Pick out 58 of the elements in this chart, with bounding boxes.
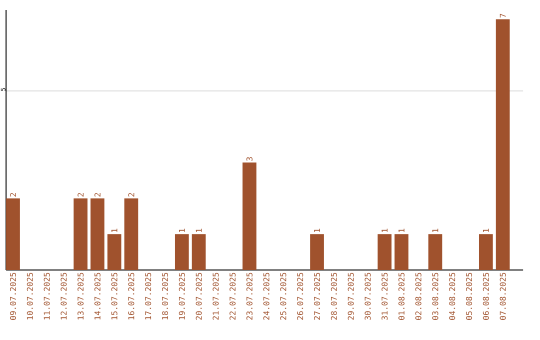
bar xyxy=(242,162,256,270)
bar xyxy=(74,198,88,270)
data-label: 1 xyxy=(178,228,185,232)
data-label: 1 xyxy=(483,228,489,232)
bar xyxy=(192,234,206,270)
data-label: 2 xyxy=(128,193,134,197)
data-label: 3 xyxy=(246,157,252,161)
x-tick-label: 01.08.2025 xyxy=(398,272,404,320)
x-tick-label: 19.07.2025 xyxy=(178,272,185,320)
x-tick-label: 10.07.2025 xyxy=(26,272,33,320)
x-tick-label: 02.08.2025 xyxy=(415,272,422,320)
data-label: 2 xyxy=(10,193,16,197)
x-tick-label: 12.07.2025 xyxy=(60,272,67,320)
x-tick-label: 16.07.2025 xyxy=(128,272,134,320)
data-label: 7 xyxy=(500,14,506,18)
x-tick-label: 06.08.2025 xyxy=(482,272,489,320)
bar xyxy=(6,198,20,270)
x-tick-label: 21.07.2025 xyxy=(212,272,219,320)
x-tick-label: 03.08.2025 xyxy=(432,272,438,320)
data-label: 2 xyxy=(94,193,100,197)
data-label: 1 xyxy=(314,228,320,232)
bar xyxy=(310,234,324,270)
bar xyxy=(107,234,122,270)
data-label: 1 xyxy=(196,228,202,232)
x-tick-label: 23.07.2025 xyxy=(246,272,252,320)
x-tick-label: 15.07.2025 xyxy=(111,272,118,320)
x-tick-label: 13.07.2025 xyxy=(78,272,84,320)
x-tick-label: 30.07.2025 xyxy=(364,272,371,320)
x-tick-label: 18.07.2025 xyxy=(162,272,168,320)
x-tick-label: 17.07.2025 xyxy=(145,272,152,320)
x-tick-label: 22.07.2025 xyxy=(230,272,236,320)
bar xyxy=(496,19,510,270)
x-tick-label: 04.08.2025 xyxy=(449,272,456,320)
x-tick-label: 07.08.2025 xyxy=(500,272,506,320)
x-tick-label: 28.07.2025 xyxy=(330,272,337,320)
data-label: 1 xyxy=(111,228,118,232)
x-tick-label: 26.07.2025 xyxy=(297,272,304,320)
data-label: 2 xyxy=(78,193,84,197)
x-tick-label: 25.07.2025 xyxy=(280,272,286,320)
x-tick-label: 11.07.2025 xyxy=(44,272,50,320)
x-tick-label: 05.08.2025 xyxy=(466,272,472,320)
data-label: 1 xyxy=(398,228,404,232)
bar xyxy=(378,234,392,270)
bar xyxy=(479,234,493,270)
bar xyxy=(124,198,138,270)
data-label: 1 xyxy=(382,228,388,232)
bar xyxy=(394,234,408,270)
bar xyxy=(174,234,189,270)
x-tick-label: 24.07.2025 xyxy=(263,272,270,320)
bar xyxy=(90,198,104,270)
data-label: 1 xyxy=(432,228,438,232)
x-tick-label: 14.07.2025 xyxy=(94,272,100,320)
x-tick-label: 29.07.2025 xyxy=(348,272,354,320)
x-tick-label: 27.07.2025 xyxy=(314,272,320,320)
x-tick-label: 31.07.2025 xyxy=(382,272,388,320)
x-tick-label: 09.07.2025 xyxy=(10,272,16,320)
x-tick-label: 20.07.2025 xyxy=(196,272,202,320)
bar xyxy=(428,234,442,270)
